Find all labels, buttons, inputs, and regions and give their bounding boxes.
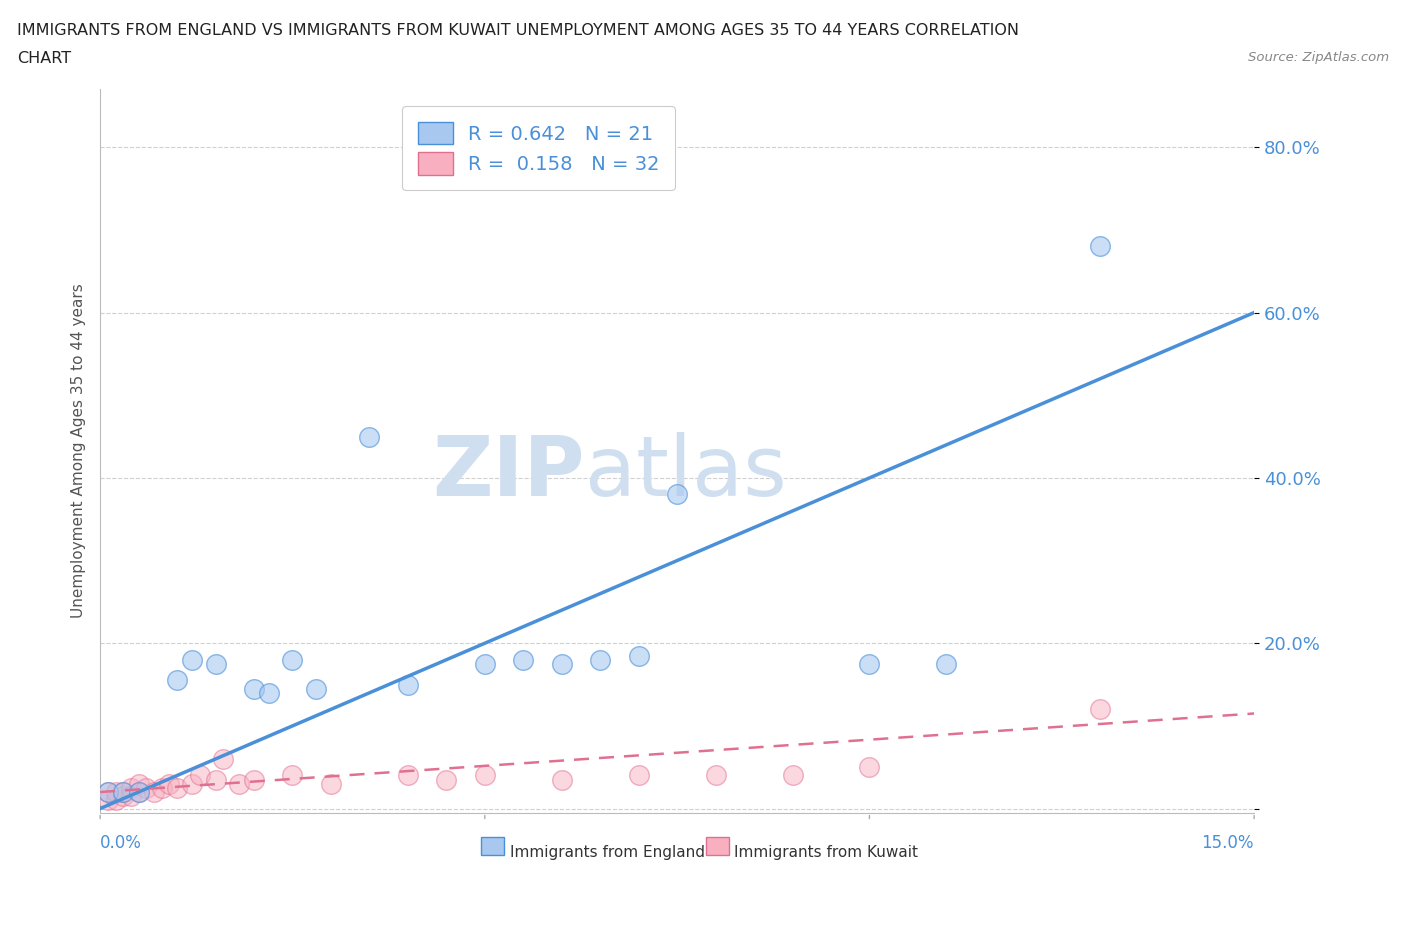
Point [112, 785, 135, 800]
Point [143, 785, 166, 800]
Point [128, 785, 150, 800]
Point [104, 793, 127, 808]
Point [512, 652, 534, 667]
Point [281, 768, 304, 783]
Text: ZIP: ZIP [432, 432, 585, 513]
Point [97, 793, 120, 808]
Point [551, 772, 574, 787]
Point [935, 657, 957, 671]
Point [474, 657, 496, 671]
Point [396, 768, 419, 783]
Point [319, 777, 342, 791]
Point [243, 772, 266, 787]
Point [666, 487, 689, 502]
Point [188, 768, 211, 783]
Point [627, 648, 650, 663]
Point [858, 760, 880, 775]
Legend: R = 0.642   N = 21, R =  0.158   N = 32: R = 0.642 N = 21, R = 0.158 N = 32 [402, 106, 675, 190]
Point [474, 768, 496, 783]
Point [112, 785, 135, 800]
Text: Immigrants from Kuwait: Immigrants from Kuwait [734, 844, 918, 859]
Point [281, 652, 304, 667]
Point [204, 772, 226, 787]
Point [204, 657, 226, 671]
Point [212, 751, 235, 766]
Text: CHART: CHART [17, 51, 70, 66]
Point [112, 789, 135, 804]
Text: atlas: atlas [585, 432, 786, 513]
Point [166, 673, 188, 688]
Point [135, 780, 157, 795]
Point [304, 682, 326, 697]
Point [228, 777, 250, 791]
Point [97, 785, 120, 800]
Text: IMMIGRANTS FROM ENGLAND VS IMMIGRANTS FROM KUWAIT UNEMPLOYMENT AMONG AGES 35 TO : IMMIGRANTS FROM ENGLAND VS IMMIGRANTS FR… [17, 23, 1019, 38]
FancyBboxPatch shape [481, 837, 503, 855]
Point [704, 768, 727, 783]
Point [1090, 239, 1112, 254]
Point [166, 780, 188, 795]
Point [243, 682, 266, 697]
Text: 0.0%: 0.0% [100, 834, 142, 853]
Point [259, 685, 281, 700]
Point [1090, 702, 1112, 717]
Y-axis label: Unemployment Among Ages 35 to 44 years: Unemployment Among Ages 35 to 44 years [72, 284, 86, 618]
Text: 15.0%: 15.0% [1202, 834, 1254, 853]
Point [858, 657, 880, 671]
Point [359, 429, 381, 444]
Text: Source: ZipAtlas.com: Source: ZipAtlas.com [1249, 51, 1389, 64]
Text: Immigrants from England: Immigrants from England [510, 844, 704, 859]
Point [782, 768, 804, 783]
Point [181, 652, 204, 667]
FancyBboxPatch shape [706, 837, 730, 855]
Point [627, 768, 650, 783]
Point [589, 652, 612, 667]
Point [434, 772, 457, 787]
Point [120, 780, 142, 795]
Point [97, 785, 120, 800]
Point [396, 677, 419, 692]
Point [104, 785, 127, 800]
Point [181, 777, 204, 791]
Point [157, 777, 180, 791]
Point [150, 780, 173, 795]
Point [128, 785, 150, 800]
Point [128, 777, 150, 791]
Point [551, 657, 574, 671]
Point [120, 789, 142, 804]
